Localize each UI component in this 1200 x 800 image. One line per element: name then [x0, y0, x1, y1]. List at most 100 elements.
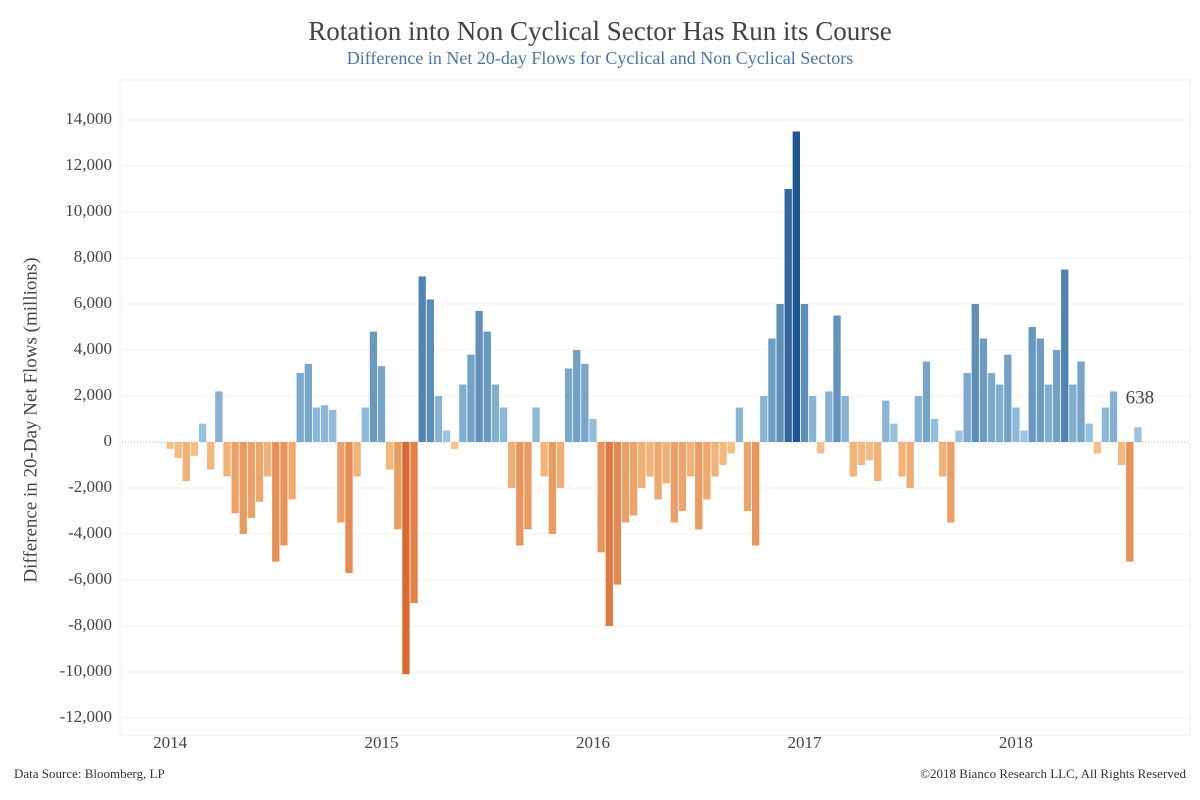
bar	[800, 304, 809, 442]
bar	[345, 442, 353, 574]
bar	[483, 331, 491, 442]
y-tick-label: 14,000	[65, 109, 112, 128]
bar	[166, 442, 174, 449]
bar	[939, 442, 947, 477]
bar	[1134, 427, 1142, 442]
bar	[695, 442, 703, 530]
bar	[434, 396, 443, 442]
y-tick-label: 2,000	[74, 385, 112, 404]
y-tick-label: -10,000	[60, 661, 112, 680]
bar	[223, 442, 231, 477]
bar	[1126, 442, 1134, 562]
bar	[1101, 407, 1110, 442]
bar	[979, 338, 988, 442]
bar	[442, 430, 451, 442]
x-tick-label: 2017	[787, 733, 822, 752]
bar	[215, 391, 223, 442]
bar	[280, 442, 288, 546]
bar	[312, 407, 321, 442]
bar	[874, 442, 882, 482]
bar	[320, 405, 329, 442]
bar	[1012, 407, 1020, 442]
bar	[719, 442, 727, 465]
y-tick-label: -2,000	[68, 477, 112, 496]
bar	[1052, 350, 1061, 442]
bar	[1020, 430, 1028, 442]
y-tick-label: -12,000	[60, 707, 112, 726]
y-tick-label: -6,000	[68, 569, 112, 588]
bar	[491, 384, 500, 442]
y-tick-label: 8,000	[74, 247, 112, 266]
bar	[207, 442, 215, 470]
bar	[524, 442, 532, 530]
bar	[581, 363, 589, 442]
y-axis-label: Difference in 20-Day Net Flows (millions…	[20, 257, 41, 582]
y-tick-label: 0	[104, 431, 113, 450]
chart-title: Rotation into Non Cyclical Sector Has Ru…	[308, 16, 891, 46]
bar	[451, 442, 459, 449]
bar	[621, 442, 630, 523]
bar	[906, 442, 914, 488]
bar	[516, 442, 524, 546]
bar	[508, 442, 516, 488]
bar	[369, 331, 378, 442]
bar	[264, 442, 272, 477]
copyright: ©2018 Bianco Research LLC, All Rights Re…	[920, 766, 1186, 781]
bar	[467, 354, 475, 442]
bar	[247, 442, 256, 518]
source: Data Source: Bloomberg, LP	[14, 766, 165, 781]
y-tick-label: 6,000	[74, 293, 112, 312]
bar	[776, 304, 784, 442]
bar	[1085, 423, 1093, 442]
bar	[296, 373, 304, 442]
bar	[337, 442, 345, 523]
bar	[890, 423, 898, 442]
bar	[735, 407, 744, 442]
bar	[898, 442, 906, 477]
bar	[272, 442, 280, 562]
bar	[947, 442, 955, 523]
bar	[825, 391, 833, 442]
bar	[605, 442, 613, 626]
bar	[459, 384, 467, 442]
bar	[817, 442, 825, 454]
bar	[402, 442, 410, 675]
bar	[1061, 269, 1069, 442]
chart-subtitle: Difference in Net 20-day Flows for Cycli…	[347, 48, 854, 68]
bar	[882, 400, 890, 442]
bar	[841, 396, 849, 442]
bar	[955, 430, 963, 442]
bar	[792, 131, 800, 442]
bar	[1044, 384, 1053, 442]
x-tick-label: 2014	[153, 733, 188, 752]
bar	[499, 407, 508, 442]
bar	[329, 409, 337, 442]
bar	[849, 442, 857, 477]
bar	[174, 442, 182, 459]
bar	[426, 299, 434, 442]
bar	[760, 396, 768, 442]
bar	[678, 442, 687, 511]
bar	[1118, 442, 1126, 465]
bar	[540, 442, 548, 477]
x-tick-label: 2018	[999, 733, 1033, 752]
bar	[564, 368, 573, 442]
bar	[833, 315, 841, 442]
bar	[987, 373, 996, 442]
x-tick-label: 2016	[576, 733, 610, 752]
bar	[752, 442, 760, 546]
bar	[727, 442, 735, 454]
bar	[996, 384, 1004, 442]
plot-frame	[119, 79, 1191, 736]
bar	[630, 442, 638, 516]
bar	[930, 419, 939, 442]
bar	[1069, 384, 1077, 442]
bar	[613, 442, 622, 585]
bar	[1028, 327, 1036, 442]
bar	[686, 442, 695, 477]
bar	[971, 304, 979, 442]
bar	[573, 350, 581, 442]
bar	[711, 442, 719, 477]
y-tick-label: -8,000	[68, 615, 112, 634]
